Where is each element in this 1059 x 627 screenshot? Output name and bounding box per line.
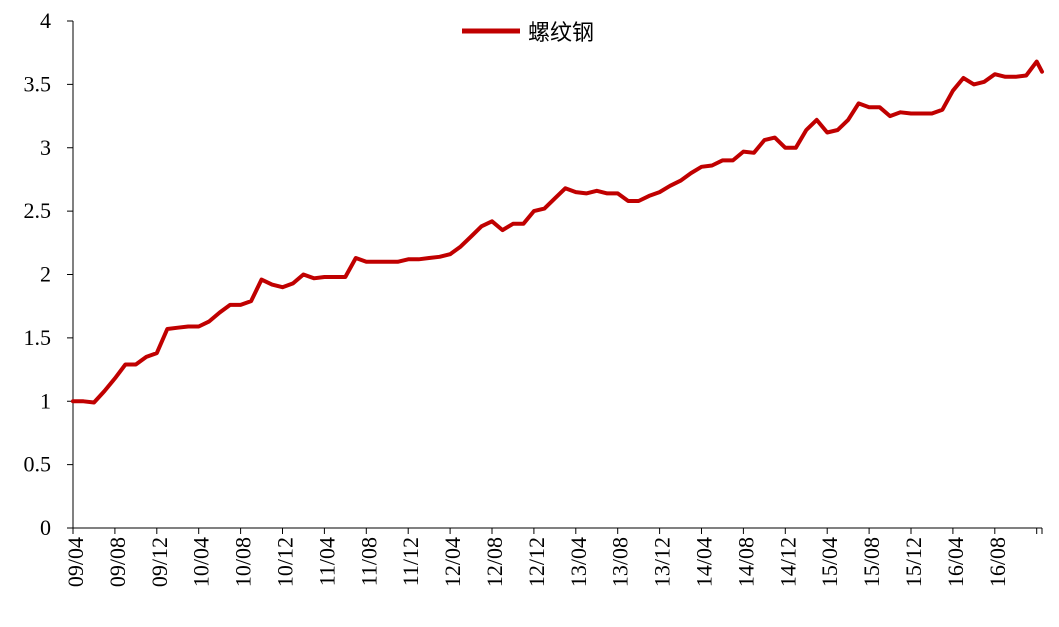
y-tick-label: 0.5 — [24, 452, 52, 477]
x-tick-label: 09/12 — [147, 537, 172, 587]
x-tick-label: 11/04 — [314, 537, 339, 586]
y-tick-label: 1 — [40, 388, 51, 413]
legend: 螺纹钢 — [462, 21, 594, 46]
x-tick-label: 16/04 — [943, 537, 968, 587]
x-tick-label: 13/08 — [608, 537, 633, 587]
x-tick-label: 14/04 — [692, 537, 717, 587]
series-line — [71, 59, 1044, 405]
y-tick-label: 4 — [40, 8, 51, 33]
x-tick-label: 11/08 — [356, 537, 381, 586]
y-tick-label: 1.5 — [24, 325, 52, 350]
x-tick-label: 10/12 — [273, 537, 298, 587]
x-axis: 09/04 09/08 09/12 10/04 10/08 10/12 11/04 11/08… — [63, 527, 1043, 587]
x-tick-label: 13/12 — [650, 537, 675, 587]
x-tick-label: 10/08 — [231, 537, 256, 587]
x-tick-label: 15/12 — [901, 537, 926, 587]
x-tick-label: 16/08 — [985, 537, 1010, 587]
y-tick-label: 2.5 — [24, 198, 52, 223]
x-tick-label: 10/04 — [189, 537, 214, 587]
plot-area — [71, 59, 1044, 405]
y-tick-label: 2 — [40, 262, 51, 287]
x-tick-label: 09/08 — [105, 537, 130, 587]
y-tick-label: 3.5 — [24, 71, 52, 96]
x-tick-label: 12/08 — [482, 537, 507, 587]
x-tick-label: 14/12 — [775, 537, 800, 587]
x-tick-label: 13/04 — [566, 537, 591, 587]
x-tick-label: 15/04 — [817, 537, 842, 587]
x-tick-label: 14/08 — [733, 537, 758, 587]
x-tick-label: 11/12 — [398, 537, 423, 586]
x-tick-label: 15/08 — [859, 537, 884, 587]
x-tick-label: 12/12 — [524, 537, 549, 587]
y-axis: 0 0.5 1 1.5 2 2.5 3 3.5 4 — [24, 8, 74, 540]
x-tick-label: 12/04 — [440, 537, 465, 587]
x-tick-label: 09/04 — [63, 537, 88, 587]
y-tick-label: 0 — [40, 515, 51, 540]
legend-label: 螺纹钢 — [528, 21, 594, 46]
y-tick-label: 3 — [40, 135, 51, 160]
